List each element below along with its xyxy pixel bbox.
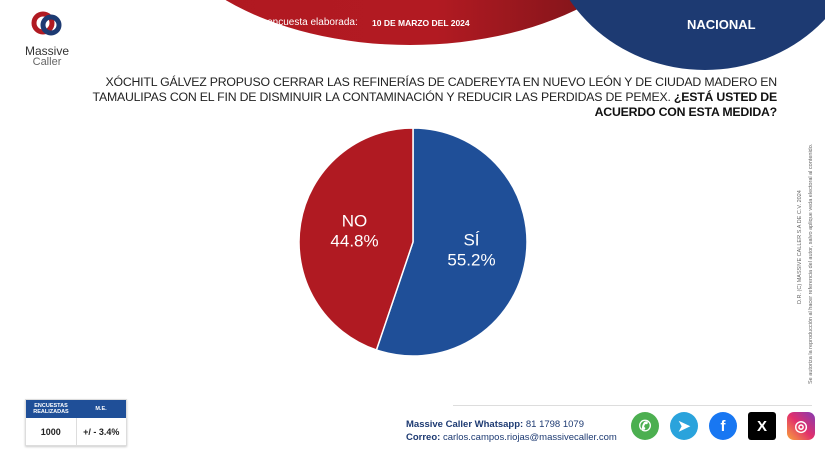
pie-label-category: SÍ — [463, 231, 479, 250]
legal-line1: D.R. (C) MASSIVE CALLER S.A DE C.V. 2024 — [797, 190, 803, 304]
pie-label-value: 55.2% — [447, 251, 495, 270]
question-text: XÓCHITL GÁLVEZ PROPUSO CERRAR LAS REFINE… — [30, 75, 778, 120]
telegram-icon[interactable]: ➤ — [670, 412, 698, 440]
survey-label: Última encuesta elaborada: — [236, 17, 358, 28]
survey-date: 10 DE MARZO DEL 2024 — [372, 18, 470, 28]
email-address[interactable]: carlos.campos.riojas@massivecaller.com — [442, 432, 617, 443]
pie-slice-no — [298, 127, 414, 351]
scope-label: NACIONAL — [687, 17, 756, 32]
survey-stats-table: ENCUESTAS REALIZADAS M.E. 1000 +/ - 3.4% — [25, 399, 127, 446]
stats-header-surveys: ENCUESTAS REALIZADAS — [33, 403, 69, 415]
contact-info: Massive Caller Whatsapp: 81 1798 1079 Co… — [406, 418, 617, 444]
logo-mark-icon — [31, 11, 62, 36]
pie-slice-si — [375, 127, 528, 357]
stats-surveys-value: 1000 — [26, 418, 77, 446]
whatsapp-icon[interactable]: ✆ — [631, 412, 659, 440]
footer-divider — [453, 405, 812, 406]
stats-header-me: M.E. — [95, 406, 107, 412]
email-label: Correo: — [406, 432, 441, 443]
instagram-icon[interactable]: ◎ — [787, 412, 815, 440]
question-emphasis: ¿ESTÁ USTED DE ACUERDO CON ESTA MEDIDA? — [594, 90, 778, 119]
logo-line2: Caller — [32, 56, 62, 68]
pie-label-category: NO — [342, 211, 368, 230]
social-links: ✆ ➤ f X ◎ — [631, 412, 815, 440]
facebook-icon[interactable]: f — [709, 412, 737, 440]
pie-label-value: 44.8% — [330, 231, 378, 250]
massive-caller-logo: Massive Caller — [22, 10, 72, 68]
legal-notice: D.R. (C) MASSIVE CALLER S.A DE C.V. 2024… — [780, 94, 820, 384]
stats-me-value: +/ - 3.4% — [83, 427, 120, 437]
whatsapp-label: Massive Caller Whatsapp: — [406, 419, 524, 430]
whatsapp-number[interactable]: 81 1798 1079 — [525, 419, 584, 430]
question-body: XÓCHITL GÁLVEZ PROPUSO CERRAR LAS REFINE… — [92, 75, 778, 104]
logo-line1: Massive — [24, 44, 69, 58]
x-icon[interactable]: X — [748, 412, 776, 440]
legal-line2: Se autoriza la reproducción al hacer ref… — [808, 143, 814, 384]
